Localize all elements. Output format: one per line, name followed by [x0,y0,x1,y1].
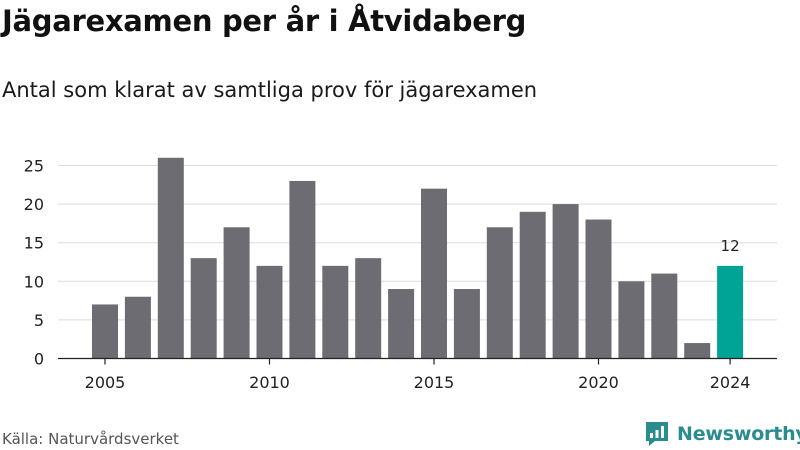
bar [124,296,151,359]
x-tick-label: 2010 [249,373,290,392]
bar [256,265,283,359]
y-tick-label: 15 [24,234,44,253]
newsworthy-logo-icon [646,422,668,446]
bar [552,204,579,359]
x-tick-label: 2020 [578,373,619,392]
bar [651,273,678,359]
y-tick-label: 5 [34,311,44,330]
bar [421,188,447,359]
bar [355,258,382,359]
bar [717,265,744,359]
bar [684,343,711,359]
x-tick-label: 2005 [85,373,126,392]
y-tick-label: 25 [24,157,44,176]
bar [453,289,480,359]
x-tick-label: 2015 [414,373,455,392]
y-tick-label: 20 [24,195,44,214]
brand-name: Newsworthy [677,423,800,445]
y-tick-label: 10 [24,272,44,291]
bar [92,304,118,359]
bar [289,180,316,359]
bar [585,219,612,359]
chart-subtitle: Antal som klarat av samtliga prov för jä… [2,78,538,102]
bar [157,157,184,359]
bar [223,227,250,359]
bar [388,289,415,359]
x-tick-label: 2024 [710,373,751,392]
bar [190,258,217,359]
y-tick-label: 0 [34,350,44,369]
brand-logo: Newsworthy [644,420,800,448]
bar [322,265,349,359]
chart-title: Jägarexamen per år i Åtvidaberg [2,4,527,38]
bar [519,211,546,359]
bar [486,227,513,359]
bar [618,281,645,359]
source-note: Källa: Naturvårdsverket [2,430,179,448]
data-label: 12 [721,237,740,255]
